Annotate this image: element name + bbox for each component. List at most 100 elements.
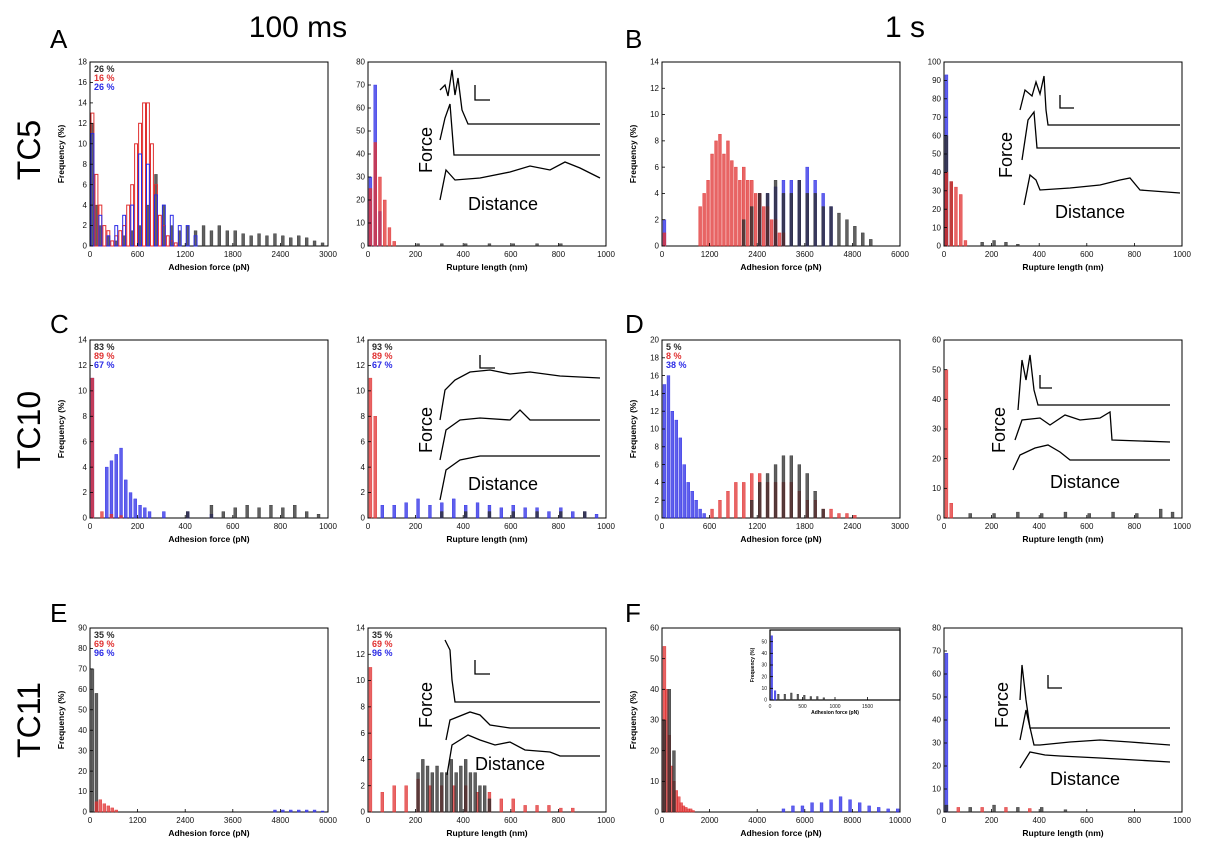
C-rupture-ytick-label-3: 6 xyxy=(361,437,366,446)
D-rupture-ytick-label-2: 20 xyxy=(932,454,941,463)
E-rupture-ytick-label-4: 8 xyxy=(361,703,366,712)
A-rupture-xtick-label-0: 0 xyxy=(366,250,371,259)
F-rupture-bar-s1-3 xyxy=(1016,807,1020,813)
F-rupture-bar-s1-2 xyxy=(992,804,996,813)
D-force-bar-s2-8 xyxy=(813,491,817,519)
panel-letter-B: B xyxy=(625,24,642,54)
A-force-legend-2: 26 % xyxy=(94,82,115,92)
C-force-bar-s0-1 xyxy=(105,466,109,519)
A-force-bar-s0-25 xyxy=(281,235,285,247)
A-rupture-ytick-label-5: 50 xyxy=(356,127,365,136)
C-force-legend-0: 83 % xyxy=(94,342,115,352)
A-force-bar-s2-6 xyxy=(138,153,143,247)
E-rupture-bar-s1-1 xyxy=(421,759,425,813)
F-rupture-bar-s1-1 xyxy=(968,807,972,813)
F-force-bar-s2-8 xyxy=(858,802,862,813)
A-force-xtick-label-2: 1200 xyxy=(176,250,194,259)
A-force-legend-1: 16 % xyxy=(94,73,115,83)
inset-C-distance: Distance xyxy=(468,474,538,494)
A-force-bar-s1-3 xyxy=(102,225,107,247)
F-force-ytick-label-0: 0 xyxy=(655,808,660,817)
F-force-inset-ytick-label-1: 10 xyxy=(761,686,767,692)
A-force-bar-s0-22 xyxy=(257,233,261,247)
inset-B-curve-3 xyxy=(1023,173,1181,206)
F-force-xtick-label-0: 0 xyxy=(660,816,665,825)
A-force-bar-s1-9 xyxy=(126,204,131,247)
C-force-legend-1: 89 % xyxy=(94,351,115,361)
C-rupture-xlabel: Rupture length (nm) xyxy=(446,534,527,544)
A-rupture-bar-s2-3 xyxy=(487,243,492,247)
B-rupture-bar-s3-3 xyxy=(1016,243,1020,247)
C-rupture-ytick-label-6: 12 xyxy=(356,361,365,370)
C-force-bar-s0-10 xyxy=(147,511,152,519)
inset-B-force: Force xyxy=(996,132,1016,178)
D-force-bar-s0-6 xyxy=(686,482,690,519)
F-force-bar-s2-4 xyxy=(819,802,824,813)
C-rupture-xtick-label-5: 1000 xyxy=(597,522,615,531)
A-rupture-bar-s2-2 xyxy=(464,243,468,247)
F-force-inset-bar-s0-1 xyxy=(774,690,777,701)
D-force-bar-s0-7 xyxy=(690,491,694,519)
E-force-bar-s2-1 xyxy=(281,809,285,813)
F-force-inset-bar-s1-5 xyxy=(809,696,812,701)
inset-F-scale xyxy=(1047,675,1062,689)
F-rupture-bar-s2-0 xyxy=(956,807,961,813)
E-rupture-bar-s0-2 xyxy=(392,785,396,813)
A-force-bar-s0-19 xyxy=(233,230,237,247)
F-force-bar-s2-2 xyxy=(800,805,805,813)
D-force-bar-s0-9 xyxy=(698,508,702,519)
C-rupture-xtick-label-0: 0 xyxy=(366,522,371,531)
A-rupture-bar-s1-1 xyxy=(373,142,377,247)
B-force-bar-s2-15 xyxy=(861,232,865,247)
inset-F xyxy=(1019,664,1171,769)
B-force-bar-s1-4 xyxy=(710,153,714,247)
E-force-bar-s2-6 xyxy=(320,810,325,813)
E-force-xtick-label-4: 4800 xyxy=(272,816,290,825)
D-force-bar-s0-5 xyxy=(682,464,686,519)
C-force-bar-s2-8 xyxy=(293,505,297,519)
B-force-bar-s2-0 xyxy=(742,219,746,247)
D-force-bar-s0-8 xyxy=(694,500,698,519)
A-rupture-bar-s2-4 xyxy=(511,243,515,247)
C-force-ytick-label-0: 0 xyxy=(83,514,88,523)
E-rupture-bar-s0-3 xyxy=(404,785,408,813)
E-rupture-bar-s1-8 xyxy=(454,772,458,813)
C-force-bar-s1-3 xyxy=(119,515,123,519)
A-rupture-ytick-label-3: 30 xyxy=(356,173,365,182)
A-force-bar-s1-13 xyxy=(142,102,147,247)
B-force-ytick-label-3: 6 xyxy=(655,163,660,172)
A-force-bar-s0-26 xyxy=(289,237,293,247)
inset-F-curve-2 xyxy=(1019,709,1171,746)
C-force-xtick-label-3: 600 xyxy=(226,522,240,531)
C-force-bar-s2-10 xyxy=(316,514,321,519)
B-force-bar-s2-5 xyxy=(781,193,786,247)
A-force-ytick-label-1: 2 xyxy=(83,221,88,230)
E-rupture-bar-s1-4 xyxy=(435,765,439,813)
A-force-ytick-label-0: 0 xyxy=(83,242,88,251)
F-rupture-bar-s2-2 xyxy=(1004,807,1008,813)
C-rupture-xtick-label-2: 400 xyxy=(457,522,471,531)
E-rupture-ytick-label-3: 6 xyxy=(361,729,366,738)
A-force-bar-s0-18 xyxy=(225,230,229,247)
D-rupture-xtick-label-2: 400 xyxy=(1033,522,1047,531)
E-rupture-ytick-label-1: 2 xyxy=(361,781,366,790)
C-force-bar-s0-6 xyxy=(128,492,133,519)
A-force-bar-s0-15 xyxy=(201,225,206,247)
header-left: 100 ms xyxy=(249,11,347,44)
A-force-bar-s2-13 xyxy=(193,235,198,247)
D-force-ytick-label-7: 14 xyxy=(650,389,659,398)
C-force-bar-s0-7 xyxy=(133,498,137,519)
F-rupture-xtick-label-0: 0 xyxy=(942,816,947,825)
B-force-bar-s2-7 xyxy=(797,180,802,247)
B-rupture-ytick-label-2: 20 xyxy=(932,205,941,214)
C-rupture-bar-s1-12 xyxy=(523,507,527,519)
D-rupture-bar-s0-0 xyxy=(944,369,949,519)
F-rupture-ytick-label-4: 40 xyxy=(932,716,941,725)
A-force-ylabel: Frequency (%) xyxy=(56,125,66,184)
F-force-inset-xtick-label-2: 1000 xyxy=(829,704,840,710)
inset-A xyxy=(439,69,601,201)
E-rupture-xtick-label-0: 0 xyxy=(366,816,371,825)
C-rupture-ytick-label-0: 0 xyxy=(361,514,366,523)
F-force-inset-bar-s1-4 xyxy=(803,695,806,701)
F-force-bar-s2-11 xyxy=(886,808,890,813)
